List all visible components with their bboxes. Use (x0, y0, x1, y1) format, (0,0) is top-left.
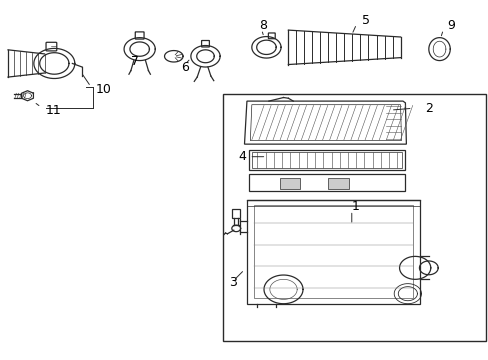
FancyBboxPatch shape (135, 32, 144, 39)
Text: 2: 2 (424, 102, 432, 115)
Text: 11: 11 (46, 104, 61, 117)
FancyBboxPatch shape (268, 33, 275, 39)
Bar (252, 152, 402, 168)
Bar (222, 94, 485, 341)
Bar (254, 205, 412, 298)
Bar (328, 178, 348, 189)
FancyBboxPatch shape (46, 42, 57, 51)
Text: 6: 6 (181, 60, 188, 73)
Bar (246, 200, 419, 304)
Text: 5: 5 (361, 14, 369, 27)
Bar (249, 150, 405, 170)
Bar (232, 209, 240, 218)
FancyBboxPatch shape (201, 41, 209, 47)
Text: 9: 9 (446, 19, 454, 32)
Bar (279, 178, 300, 189)
Text: 10: 10 (96, 83, 111, 96)
Text: 4: 4 (238, 150, 246, 163)
Text: 1: 1 (351, 201, 359, 213)
Text: 8: 8 (259, 19, 266, 32)
Text: 3: 3 (228, 276, 236, 289)
Bar (249, 174, 405, 192)
Text: 7: 7 (131, 55, 139, 68)
